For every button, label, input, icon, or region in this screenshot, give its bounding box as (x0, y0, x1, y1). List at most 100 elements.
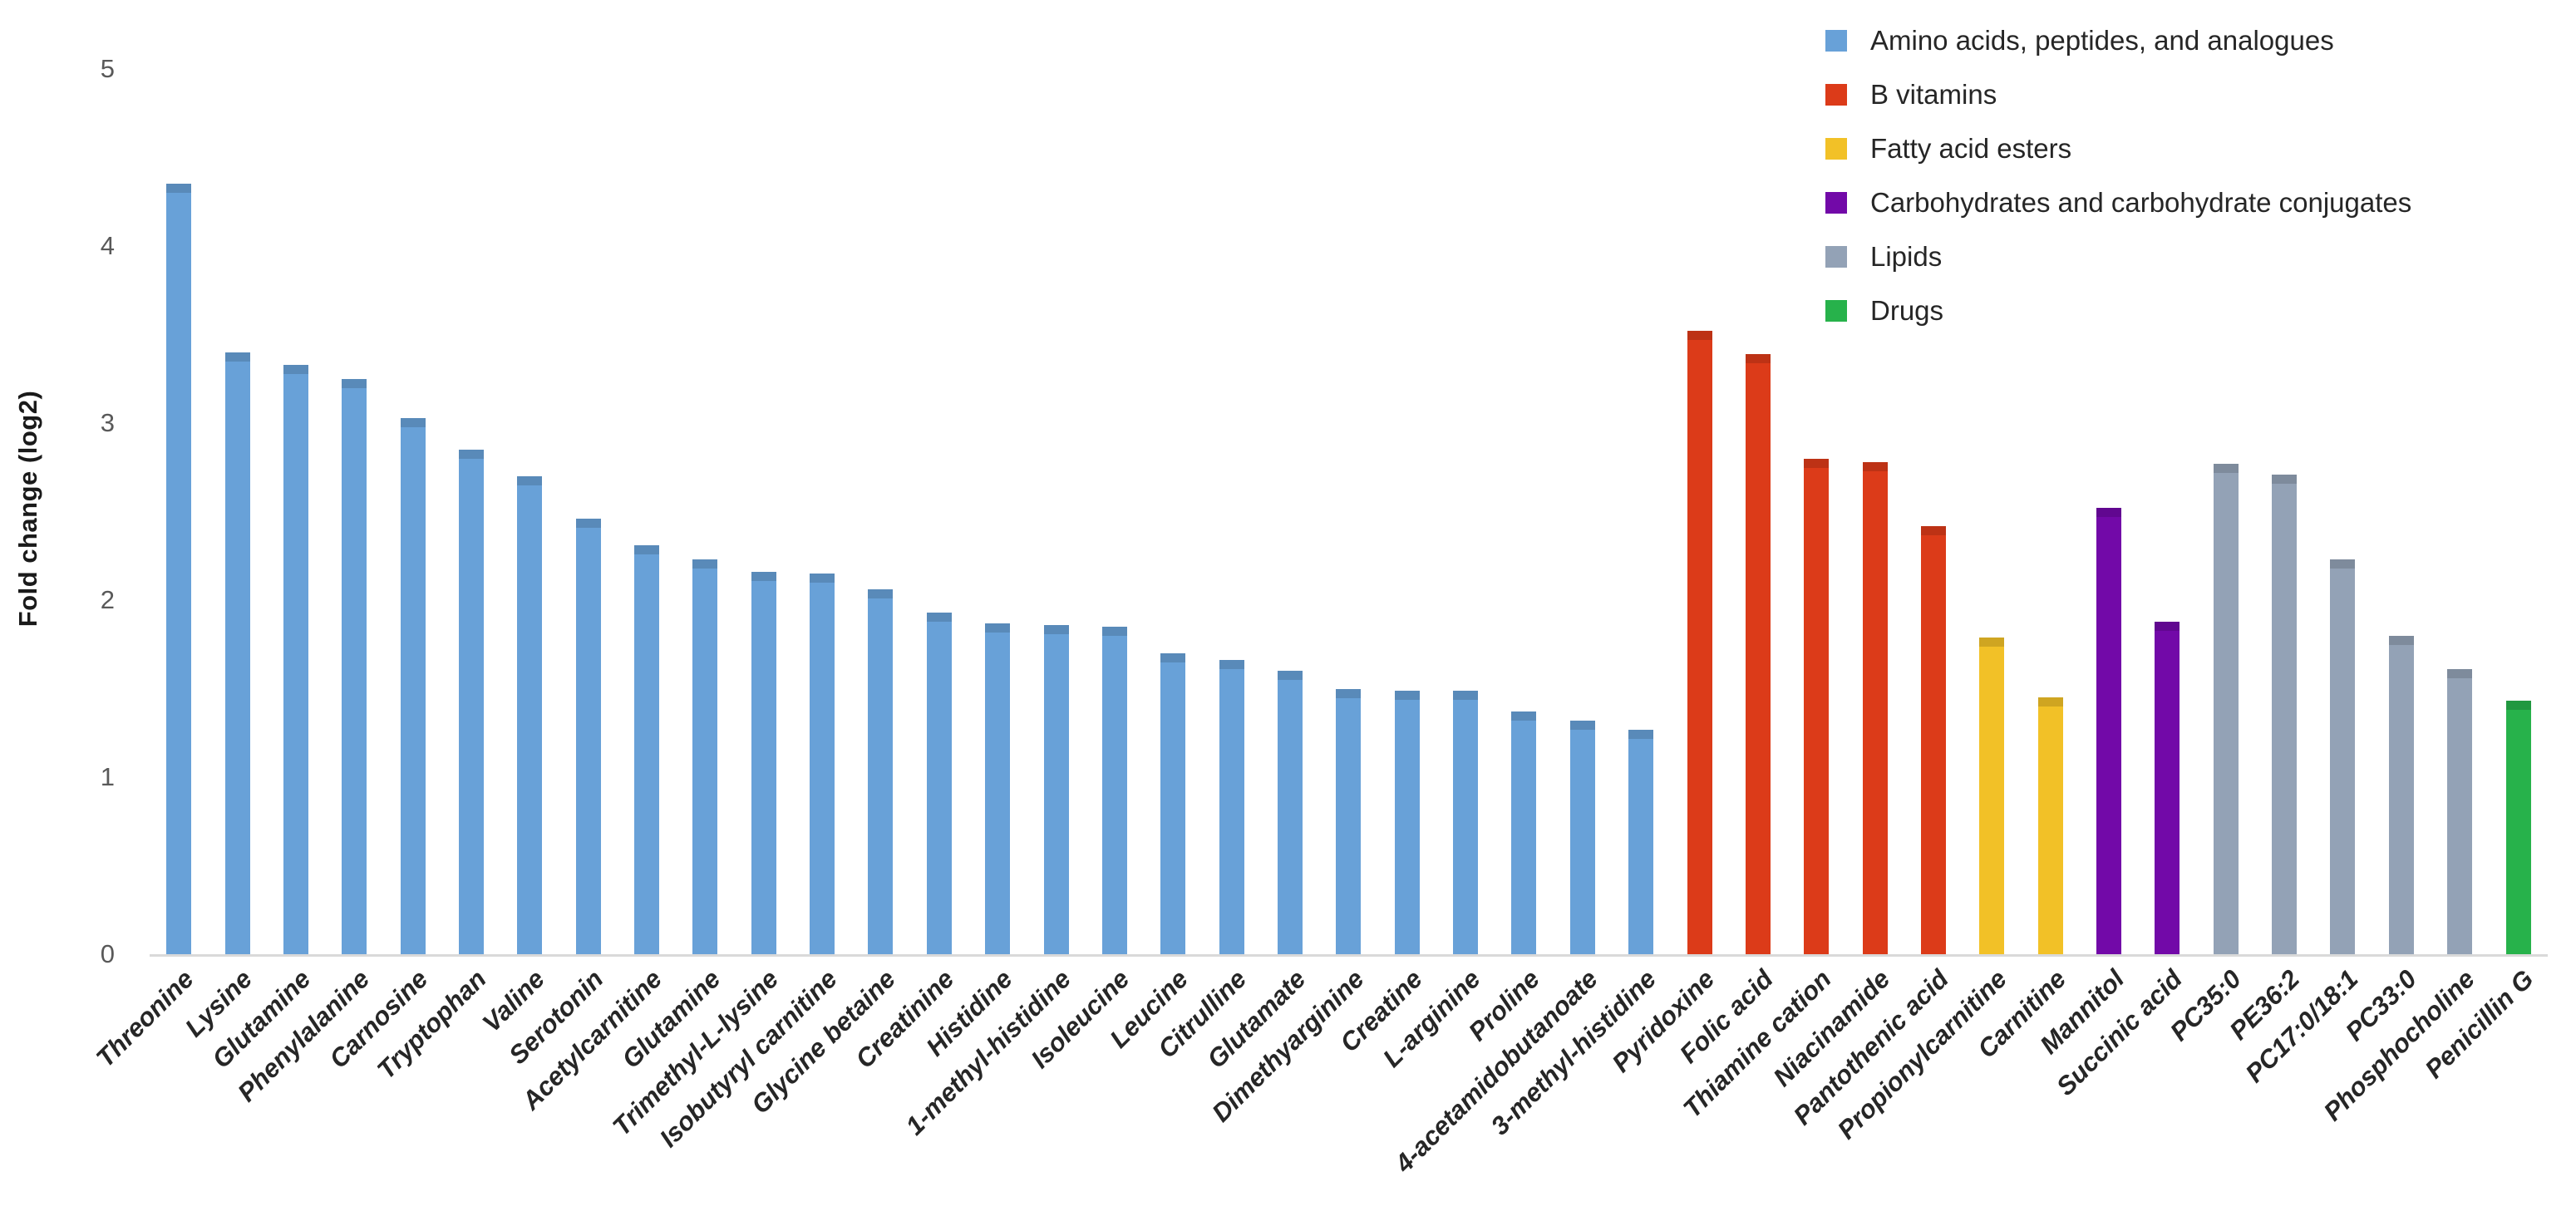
bar-carnosine (400, 417, 426, 954)
bar-slot (618, 69, 676, 954)
bar-slot (2255, 69, 2313, 954)
x-tick-label: Isobutyryl carnitine (654, 964, 843, 1153)
x-tick-label: Propionylcarnitine (1832, 964, 2013, 1145)
bar-glycine-betaine (868, 589, 894, 954)
bar-pc35-0 (2213, 464, 2239, 954)
y-tick-label: 2 (100, 585, 115, 614)
bar-threonine (166, 184, 192, 954)
bar-slot (208, 69, 266, 954)
bar-pantothenic-acid (1920, 525, 1946, 954)
legend-label: Carbohydrates and carbohydrate conjugate… (1870, 186, 2412, 218)
bar-slot (1202, 69, 1260, 954)
bar-penicillin-g (2505, 701, 2531, 954)
x-tick-label: Thiamine cation (1677, 964, 1838, 1124)
x-tick-label: Leucine (1104, 964, 1194, 1054)
bar-slot (1086, 69, 1144, 954)
bar-serotonin (575, 519, 601, 954)
y-tick-label: 5 (100, 54, 115, 83)
bar-thiamine-cation (1804, 458, 1830, 954)
x-tick-label: Threonine (91, 964, 199, 1073)
legend-label: Amino acids, peptides, and analogues (1870, 24, 2334, 56)
bar-leucine (1160, 652, 1186, 954)
legend-swatch-amino (1825, 29, 1847, 52)
x-tick-label: Pyridoxine (1606, 964, 1721, 1078)
bar-valine (517, 475, 543, 954)
x-axis-tick-labels: Threonine Lysine Glutamine Phenylalanine Car… (91, 964, 2548, 1222)
bar-slot (1963, 69, 2021, 954)
bar-isobutyryl-carnitine (810, 574, 835, 954)
bar-slot (1845, 69, 1904, 954)
x-tick-label: Histidine (920, 964, 1019, 1062)
bar-trimethyl-l-lysine (751, 571, 776, 954)
bar-slot (1378, 69, 1436, 954)
bar-slot (735, 69, 793, 954)
bar-slot (910, 69, 968, 954)
bar-slot (1319, 69, 1377, 954)
x-tick-label: PE36:2 (2224, 964, 2306, 1046)
bar-slot (267, 69, 325, 954)
x-tick-label: Trimethyl-L-lysine (607, 964, 785, 1142)
legend-label: B vitamins (1870, 78, 1997, 110)
x-tick-label: 3-methyl-histidine (1485, 964, 1662, 1141)
bar-1-methyl-histidine (1043, 624, 1069, 954)
bar-dimethyarginine (1336, 688, 1362, 954)
x-tick-label: L-arginine (1377, 964, 1486, 1073)
bar-slot (325, 69, 383, 954)
bar-slot (1670, 69, 1728, 954)
bar-slot (1261, 69, 1319, 954)
x-tick-label: 1-methyl-histidine (900, 964, 1077, 1141)
bar-tryptophan (458, 449, 484, 954)
bar-pe36-2 (2272, 474, 2298, 954)
legend-swatch-drug (1825, 299, 1847, 322)
bar-slot (2372, 69, 2431, 954)
bar-slot (2197, 69, 2255, 954)
bar-l-arginine (1453, 690, 1479, 954)
x-tick-label: Creatine (1334, 964, 1428, 1058)
legend-item-fae: Fatty acid esters (1825, 121, 2411, 175)
bar-lysine (224, 352, 250, 954)
x-tick-label: Creatinine (850, 964, 960, 1074)
x-tick-label: PC35:0 (2164, 964, 2247, 1047)
x-tick-label: Dimethyarginine (1205, 964, 1370, 1128)
y-tick-label: 3 (100, 408, 115, 437)
bar-glutamine (692, 559, 718, 954)
x-tick-label: Carnosine (323, 964, 434, 1074)
plot-area (150, 69, 2548, 957)
legend-item-amino: Amino acids, peptides, and analogues (1825, 13, 2411, 67)
x-tick-label: PC17:0/18:1 (2239, 964, 2364, 1089)
x-tick-label: Valine (476, 964, 551, 1038)
legend-item-carb: Carbohydrates and carbohydrate conjugate… (1825, 175, 2411, 229)
legend-swatch-lipid (1825, 245, 1847, 268)
x-tick-label: Acetylcarnitine (515, 964, 667, 1115)
bar-isoleucine (1101, 626, 1127, 954)
legend-swatch-fae (1825, 137, 1847, 160)
x-tick-label: Carnitine (1971, 964, 2071, 1064)
x-tick-label: Citrulline (1152, 964, 1253, 1064)
bar-3-methyl-histidine (1628, 729, 1654, 954)
x-tick-label: Tryptophan (371, 964, 492, 1085)
bar-slot (968, 69, 1027, 954)
bar-slot (383, 69, 441, 954)
x-tick-label: Penicillin G (2419, 964, 2539, 1085)
bar-slot (851, 69, 909, 954)
bar-slot (150, 69, 208, 954)
bar-folic-acid (1745, 353, 1771, 954)
y-axis-title: Fold change (log2) (13, 390, 42, 628)
x-tick-label: 4-acetamidobutanoate (1389, 964, 1603, 1179)
bar-glutamine (283, 364, 308, 954)
bar-histidine (985, 623, 1011, 954)
bar-glutamate (1278, 671, 1303, 954)
bar-slot (2138, 69, 2196, 954)
bar-slot (1027, 69, 1085, 954)
bar-proline (1511, 711, 1537, 954)
y-tick-label: 0 (100, 939, 115, 968)
bar-slot (1904, 69, 1963, 954)
bar-citrulline (1219, 660, 1244, 954)
x-tick-label: PC33:0 (2339, 964, 2422, 1047)
x-tick-label: Isoleucine (1025, 964, 1135, 1074)
bar-slot (1612, 69, 1670, 954)
legend-label: Drugs (1870, 294, 1944, 326)
x-tick-label: Glutamine (616, 964, 727, 1074)
bar-slot (2080, 69, 2138, 954)
